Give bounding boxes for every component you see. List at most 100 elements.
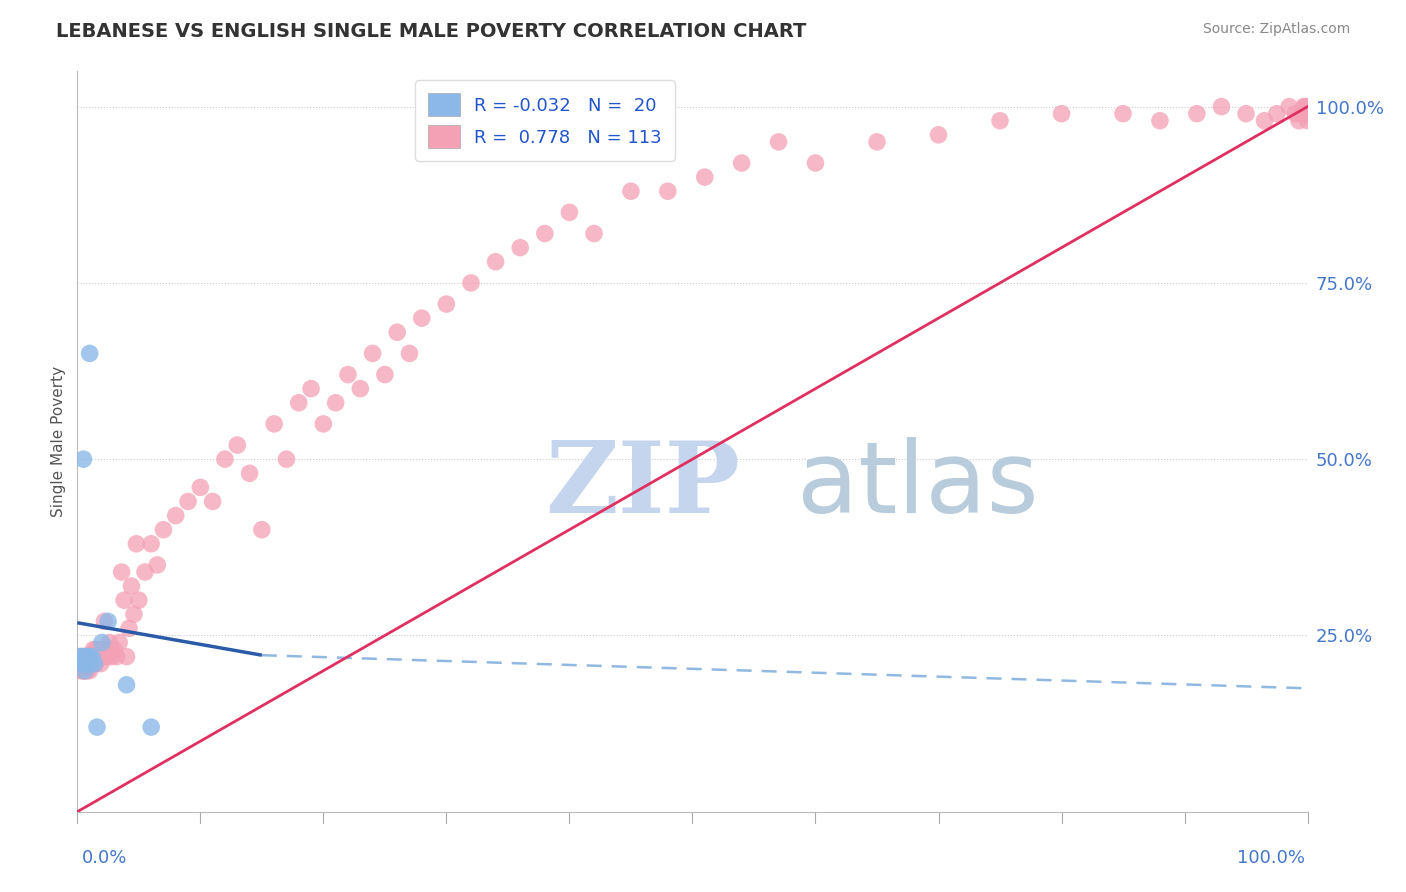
Point: [1050, 106, 1073, 120]
Point: [87, 642, 110, 657]
Point: [98, 635, 121, 649]
Point: [75, 664, 97, 678]
Point: [134, 565, 156, 579]
Point: [583, 227, 606, 241]
Point: [1292, 100, 1315, 114]
Y-axis label: Single Male Poverty: Single Male Poverty: [51, 366, 66, 517]
Point: [76, 657, 98, 671]
Point: [534, 227, 557, 241]
Point: [69, 657, 91, 671]
Point: [80, 657, 103, 671]
Point: [128, 593, 150, 607]
Point: [76, 664, 98, 678]
Point: [77, 649, 100, 664]
Point: [84, 657, 107, 671]
Text: 0.0%: 0.0%: [82, 849, 127, 867]
Point: [103, 642, 125, 657]
Point: [988, 113, 1011, 128]
Point: [460, 276, 482, 290]
Point: [1278, 100, 1301, 114]
Legend: R = -0.032   N =  20, R =  0.778   N = 113: R = -0.032 N = 20, R = 0.778 N = 113: [415, 80, 675, 161]
Point: [72, 664, 94, 678]
Point: [436, 297, 458, 311]
Point: [105, 649, 128, 664]
Text: ZIP: ZIP: [546, 437, 740, 534]
Point: [70, 657, 93, 671]
Point: [1149, 113, 1171, 128]
Point: [731, 156, 754, 170]
Point: [77, 657, 100, 671]
Point: [141, 720, 163, 734]
Point: [1296, 113, 1319, 128]
Text: Source: ZipAtlas.com: Source: ZipAtlas.com: [1202, 22, 1350, 37]
Point: [70, 649, 93, 664]
Point: [112, 593, 135, 607]
Point: [94, 649, 117, 664]
Point: [349, 382, 371, 396]
Point: [928, 128, 950, 142]
Point: [620, 184, 643, 198]
Point: [70, 664, 93, 678]
Point: [152, 523, 174, 537]
Point: [96, 642, 118, 657]
Point: [84, 642, 107, 657]
Point: [75, 649, 97, 664]
Point: [70, 649, 93, 664]
Point: [226, 438, 249, 452]
Point: [79, 346, 101, 360]
Point: [374, 368, 396, 382]
Point: [86, 720, 108, 734]
Point: [1185, 106, 1208, 120]
Point: [75, 657, 97, 671]
Point: [73, 657, 96, 671]
Point: [82, 657, 104, 671]
Point: [1294, 100, 1316, 114]
Point: [115, 649, 138, 664]
Point: [288, 396, 311, 410]
Point: [90, 635, 114, 649]
Point: [768, 135, 790, 149]
Point: [77, 649, 100, 664]
Point: [411, 311, 433, 326]
Point: [146, 558, 169, 572]
Point: [80, 657, 103, 671]
Text: LEBANESE VS ENGLISH SINGLE MALE POVERTY CORRELATION CHART: LEBANESE VS ENGLISH SINGLE MALE POVERTY …: [56, 22, 807, 41]
Point: [485, 254, 508, 268]
Point: [82, 649, 104, 664]
Point: [82, 657, 104, 671]
Point: [80, 649, 103, 664]
Point: [558, 205, 581, 219]
Point: [70, 664, 93, 678]
Point: [76, 649, 98, 664]
Point: [1253, 113, 1275, 128]
Point: [82, 642, 104, 657]
Point: [79, 664, 101, 678]
Point: [75, 649, 97, 664]
Point: [214, 452, 236, 467]
Point: [866, 135, 889, 149]
Point: [111, 565, 132, 579]
Point: [804, 156, 827, 170]
Point: [75, 657, 97, 671]
Point: [1288, 113, 1310, 128]
Point: [69, 649, 91, 664]
Point: [299, 382, 322, 396]
Point: [89, 649, 111, 664]
Point: [337, 368, 360, 382]
Point: [79, 649, 101, 664]
Point: [325, 396, 347, 410]
Point: [108, 635, 131, 649]
Point: [125, 537, 148, 551]
Text: atlas: atlas: [797, 437, 1039, 534]
Point: [118, 621, 141, 635]
Point: [121, 579, 143, 593]
Point: [70, 657, 93, 671]
Point: [1291, 106, 1313, 120]
Point: [693, 170, 716, 185]
Point: [115, 678, 138, 692]
Point: [90, 657, 112, 671]
Point: [509, 241, 531, 255]
Point: [100, 642, 122, 657]
Point: [250, 523, 273, 537]
Point: [1265, 106, 1288, 120]
